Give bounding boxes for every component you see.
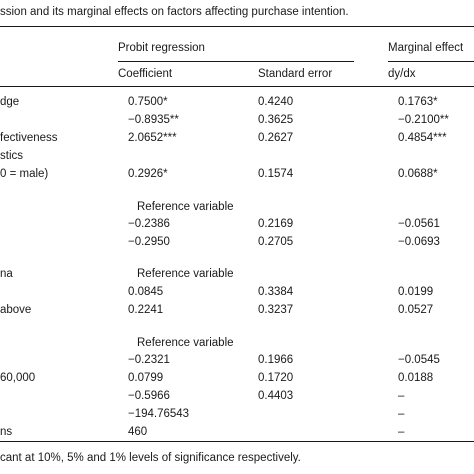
marginal-effect-cell: 0.1763* — [398, 96, 438, 108]
reference-variable-label: Reference variable — [137, 268, 234, 280]
standard-error-cell: 0.1574 — [258, 168, 294, 180]
coefficient-cell: −0.8935** — [128, 114, 179, 126]
standard-error-cell: 0.3384 — [258, 286, 294, 298]
marginal-effect-cell: 0.0527 — [398, 304, 434, 316]
marginal-effect-cell: −0.0561 — [398, 218, 440, 230]
row-label: 0 = male) — [0, 168, 49, 180]
coefficient-cell: 0.0845 — [128, 286, 164, 298]
coefficient-cell: 0.2926* — [128, 168, 168, 180]
reference-variable-label: Reference variable — [137, 201, 234, 213]
marginal-effect-cell: −0.0545 — [398, 354, 440, 366]
coefficient-cell: −0.2321 — [128, 354, 170, 366]
coefficient-cell: −0.2950 — [128, 236, 170, 248]
header-marginal-effect: Marginal effect — [388, 42, 464, 54]
row-label: above — [0, 304, 32, 316]
standard-error-cell: 0.3625 — [258, 114, 294, 126]
standard-error-cell: 0.2627 — [258, 132, 294, 144]
coefficient-cell: −0.2386 — [128, 218, 170, 230]
bottom-rule — [0, 441, 474, 442]
marginal-effect-cell: – — [398, 390, 405, 402]
standard-error-cell: 0.1966 — [258, 354, 294, 366]
marginal-effect-cell: 0.0188 — [398, 372, 434, 384]
coefficient-cell: 460 — [128, 426, 148, 438]
marginal-effect-cell: −0.0693 — [398, 236, 440, 248]
marginal-effect-cell: – — [398, 408, 405, 420]
coefficient-cell: 0.2241 — [128, 304, 164, 316]
marginal-effect-cell: 0.0199 — [398, 286, 434, 298]
coefficient-cell: −194.76543 — [128, 408, 190, 420]
standard-error-cell: 0.3237 — [258, 304, 294, 316]
row-label: na — [0, 268, 13, 280]
header-dydx: dy/dx — [388, 68, 416, 80]
standard-error-cell: 0.2169 — [258, 218, 294, 230]
standard-error-cell: 0.4403 — [258, 390, 294, 402]
table-footnote: cant at 10%, 5% and 1% levels of signifi… — [0, 452, 301, 464]
marginal-effect-cell: 0.4854*** — [398, 132, 447, 144]
probit-group-rule — [118, 61, 354, 62]
marginal-group-rule — [388, 61, 474, 62]
row-label: 60,000 — [0, 372, 36, 384]
row-label: ns — [0, 426, 13, 438]
coefficient-cell: 0.7500* — [128, 96, 168, 108]
header-probit-regression: Probit regression — [118, 42, 205, 54]
row-label: fectiveness — [0, 132, 58, 144]
table-caption: ssion and its marginal effects on factor… — [0, 6, 349, 18]
coefficient-cell: 0.0799 — [128, 372, 164, 384]
header-rule — [0, 86, 474, 87]
reference-variable-label: Reference variable — [137, 337, 234, 349]
coefficient-cell: 2.0652*** — [128, 132, 177, 144]
coefficient-cell: −0.5966 — [128, 390, 170, 402]
header-coefficient: Coefficient — [118, 68, 173, 80]
row-label: dge — [0, 96, 20, 108]
top-rule — [0, 26, 474, 27]
header-standard-error: Standard error — [258, 68, 333, 80]
marginal-effect-cell: −0.2100** — [398, 114, 449, 126]
row-label: stics — [0, 150, 23, 162]
marginal-effect-cell: 0.0688* — [398, 168, 438, 180]
standard-error-cell: 0.2705 — [258, 236, 294, 248]
marginal-effect-cell: – — [398, 426, 405, 438]
standard-error-cell: 0.1720 — [258, 372, 294, 384]
standard-error-cell: 0.4240 — [258, 96, 294, 108]
